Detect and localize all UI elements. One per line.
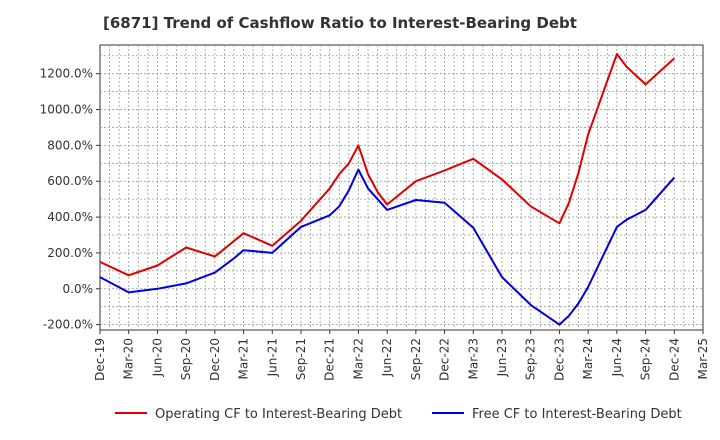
x-tick-label: Mar-25 <box>696 338 710 379</box>
x-tick-label: Mar-24 <box>581 338 595 379</box>
x-tick-label: Mar-23 <box>466 338 480 379</box>
y-tick-label: 1200.0% <box>40 67 93 81</box>
series-line-2 <box>99 168 676 326</box>
series-line-1 <box>99 53 675 277</box>
x-tick-label: Mar-20 <box>122 338 136 379</box>
legend: Operating CF to Interest-Bearing Debt Fre… <box>115 407 682 422</box>
y-tick-label: 800.0% <box>47 138 93 152</box>
x-axis: Dec-19 Mar-20 Jun-20 Sep-20 Dec-20 Mar-21 Jun-… <box>93 330 710 381</box>
x-tick-label: Jun-20 <box>150 338 164 377</box>
grid-lines <box>100 45 703 330</box>
x-tick-label: Dec-19 <box>93 338 107 381</box>
y-tick-label: 600.0% <box>47 174 93 188</box>
y-tick-label: 0.0% <box>63 282 94 296</box>
x-tick-label: Mar-22 <box>351 338 365 379</box>
x-tick-label: Dec-23 <box>552 338 566 381</box>
x-tick-label: Sep-21 <box>294 338 308 380</box>
y-tick-label: 1000.0% <box>40 103 93 117</box>
y-tick-label: 400.0% <box>47 210 93 224</box>
x-tick-label: Jun-23 <box>495 338 509 377</box>
legend-label-2: Free CF to Interest-Bearing Debt <box>472 407 682 422</box>
x-tick-label: Jun-22 <box>380 338 394 377</box>
series-layer <box>99 53 676 326</box>
x-tick-label: Dec-21 <box>323 338 337 381</box>
x-tick-label: Dec-22 <box>438 338 452 381</box>
x-tick-label: Sep-20 <box>179 338 193 380</box>
y-tick-label: -200.0% <box>43 318 93 332</box>
x-tick-label: Sep-24 <box>639 338 653 380</box>
x-tick-label: Sep-23 <box>524 338 538 380</box>
x-tick-label: Jun-21 <box>265 338 279 377</box>
chart-title: [6871] Trend of Cashflow Ratio to Intere… <box>103 14 577 32</box>
x-tick-label: Dec-24 <box>667 338 681 381</box>
y-tick-label: 200.0% <box>47 246 93 260</box>
x-tick-label: Sep-22 <box>409 338 423 380</box>
x-tick-label: Mar-21 <box>237 338 251 379</box>
y-axis: -200.0% 0.0% 200.0% 400.0% 600.0% 800.0% 1000.… <box>40 67 100 332</box>
x-tick-label: Jun-24 <box>610 338 624 377</box>
x-tick-label: Dec-20 <box>208 338 222 381</box>
plot-area <box>99 44 704 331</box>
legend-label-1: Operating CF to Interest-Bearing Debt <box>155 407 402 422</box>
